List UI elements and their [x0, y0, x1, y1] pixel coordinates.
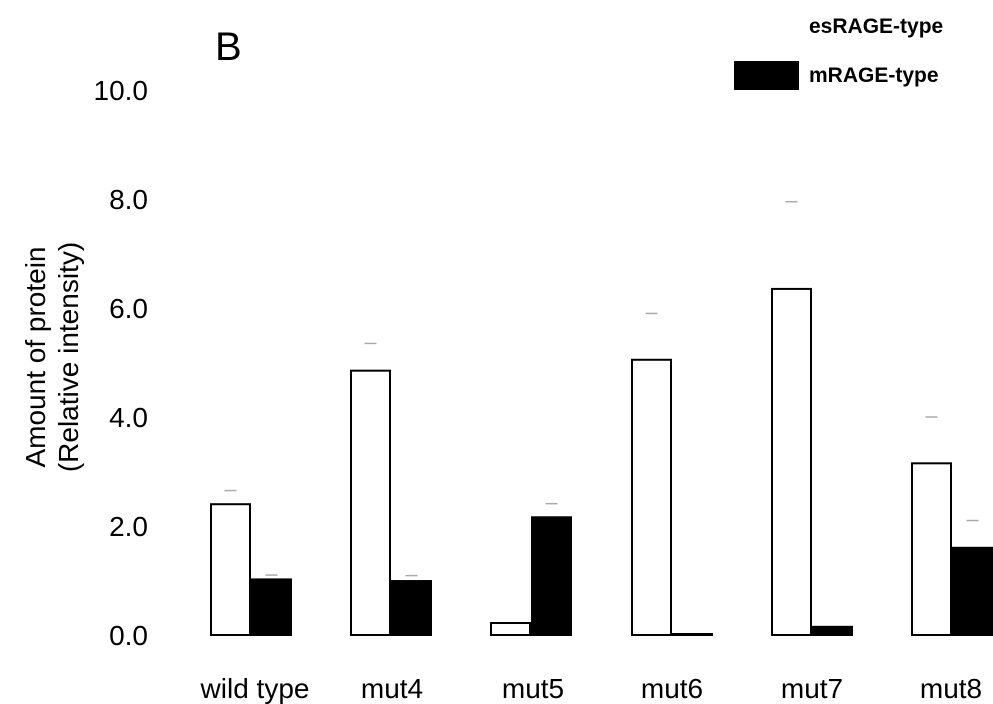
bar-esrage-0 [210, 503, 251, 637]
panel-letter: B [215, 25, 242, 69]
category-label-1: mut4 [361, 673, 423, 704]
bar-mrage-0 [251, 578, 292, 636]
bars [210, 287, 993, 637]
bar-mrage-2 [531, 516, 572, 637]
bar-mrage-1 [391, 580, 432, 636]
bar-esrage-2 [490, 622, 531, 637]
y-tick-label-0: 0.0 [109, 620, 148, 651]
y-tick-label-2: 4.0 [109, 402, 148, 433]
category-label-5: mut8 [920, 673, 982, 704]
category-label-3: mut6 [641, 673, 703, 704]
y-axis-title: Amount of protein (Relative intensity) [20, 242, 84, 472]
y-axis-title-line-2: (Relative intensity) [53, 242, 84, 472]
legend-label-mrage-type: mRAGE-type [809, 64, 939, 87]
category-label-0: wild type [200, 673, 310, 704]
legend: esRAGE-type mRAGE-type [734, 15, 943, 90]
category-labels: wild type mut4 mut5 mut6 mut7 mut8 [200, 673, 983, 704]
category-label-4: mut7 [781, 673, 843, 704]
bar-esrage-3 [631, 358, 672, 636]
category-label-2: mut5 [502, 673, 564, 704]
y-tick-label-3: 6.0 [109, 293, 148, 324]
error-caps [224, 200, 979, 577]
legend-label-esrage-type: esRAGE-type [809, 15, 943, 38]
bar-mrage-5 [952, 546, 993, 636]
bar-esrage-5 [911, 462, 952, 637]
y-tick-label-5: 10.0 [94, 75, 149, 106]
y-axis-title-line-1: Amount of protein [20, 246, 51, 467]
legend-swatch-mrage-type [734, 61, 799, 90]
bar-mrage-3 [672, 633, 713, 636]
bar-esrage-1 [350, 369, 391, 636]
y-tick-label-1: 2.0 [109, 511, 148, 542]
y-tick-label-4: 8.0 [109, 184, 148, 215]
bar-esrage-4 [771, 287, 812, 636]
y-tick-labels: 0.0 2.0 4.0 6.0 8.0 10.0 [94, 75, 149, 651]
bar-mrage-4 [812, 625, 853, 637]
